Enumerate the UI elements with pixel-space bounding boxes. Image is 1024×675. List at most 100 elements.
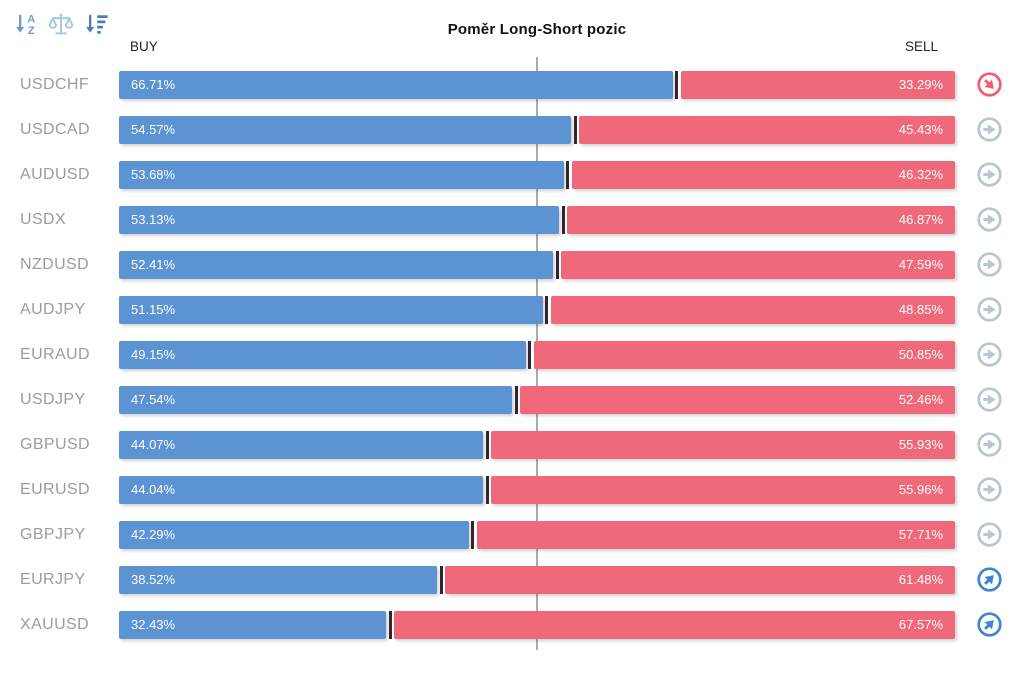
buy-percent-label: 42.29% <box>131 527 176 542</box>
buy-percent-label: 51.15% <box>131 302 176 317</box>
sort-amount-button[interactable] <box>82 10 110 38</box>
long-short-bar: 32.43% 67.57% <box>119 610 955 639</box>
buy-percent-label: 53.68% <box>131 167 176 182</box>
pair-row: USDJPY 47.54% 52.46% <box>0 377 1024 422</box>
bar-divider <box>514 385 518 414</box>
long-short-bar: 54.57% 45.43% <box>119 115 955 144</box>
sell-percent-label: 67.57% <box>898 617 943 632</box>
sell-percent-label: 57.71% <box>898 527 943 542</box>
pair-name: GBPUSD <box>20 435 90 453</box>
bar-divider <box>675 70 679 99</box>
sort-alphabetical-button[interactable]: A Z <box>12 10 40 38</box>
pair-row: GBPUSD 44.07% 55.93% <box>0 422 1024 467</box>
buy-bar-segment: 47.54% <box>119 385 513 414</box>
sell-bar-segment: 52.46% <box>520 385 955 414</box>
trend-flat-icon[interactable] <box>955 107 1024 152</box>
long-short-bar: 47.54% 52.46% <box>119 385 955 414</box>
sell-percent-label: 46.32% <box>898 167 943 182</box>
pair-name: USDCAD <box>20 120 90 138</box>
trend-up-icon[interactable] <box>955 557 1024 602</box>
sort-toolbar: A Z <box>12 10 110 38</box>
sell-bar-segment: 46.87% <box>567 205 955 234</box>
sell-bar-segment: 55.93% <box>491 430 955 459</box>
pair-row: USDCHF 66.71% 33.29% <box>0 62 1024 107</box>
long-short-bar: 51.15% 48.85% <box>119 295 955 324</box>
bar-divider <box>485 430 489 459</box>
trend-down-icon[interactable] <box>955 62 1024 107</box>
buy-percent-label: 47.54% <box>131 392 176 407</box>
trend-flat-icon[interactable] <box>955 287 1024 332</box>
buy-bar-segment: 54.57% <box>119 115 572 144</box>
bar-divider <box>561 205 565 234</box>
sell-percent-label: 45.43% <box>898 122 943 137</box>
buy-column-header: BUY <box>130 39 158 54</box>
sell-bar-segment: 61.48% <box>445 565 955 594</box>
trend-flat-icon[interactable] <box>955 242 1024 287</box>
sell-percent-label: 46.87% <box>898 212 943 227</box>
trend-flat-icon[interactable] <box>955 152 1024 197</box>
svg-text:Z: Z <box>28 25 35 37</box>
long-short-bar: 66.71% 33.29% <box>119 70 955 99</box>
bar-divider <box>388 610 392 639</box>
sell-percent-label: 50.85% <box>898 347 943 362</box>
pair-name: EURAUD <box>20 345 90 363</box>
balance-scale-icon <box>47 10 75 38</box>
pair-name: GBPJPY <box>20 525 86 543</box>
bar-divider <box>545 295 549 324</box>
buy-percent-label: 54.57% <box>131 122 176 137</box>
trend-flat-icon[interactable] <box>955 377 1024 422</box>
buy-percent-label: 44.04% <box>131 482 176 497</box>
sell-bar-segment: 48.85% <box>550 295 955 324</box>
sell-bar-segment: 33.29% <box>680 70 955 99</box>
long-short-bar: 53.68% 46.32% <box>119 160 955 189</box>
pair-name: AUDJPY <box>20 300 86 318</box>
sort-alphabetical-icon: A Z <box>12 10 40 38</box>
pair-name: XAUUSD <box>20 615 90 633</box>
buy-bar-segment: 53.13% <box>119 205 560 234</box>
pair-row: GBPJPY 42.29% 57.71% <box>0 512 1024 557</box>
buy-percent-label: 52.41% <box>131 257 176 272</box>
page-title: Poměr Long-Short pozic <box>447 21 627 38</box>
sell-bar-segment: 57.71% <box>476 520 955 549</box>
trend-flat-icon[interactable] <box>955 422 1024 467</box>
bar-divider <box>566 160 570 189</box>
sell-percent-label: 61.48% <box>898 572 943 587</box>
sell-column-header: SELL <box>904 39 938 54</box>
sell-percent-label: 47.59% <box>898 257 943 272</box>
bar-divider <box>573 115 577 144</box>
balance-scale-button[interactable] <box>47 10 75 38</box>
pair-row: AUDJPY 51.15% 48.85% <box>0 287 1024 332</box>
long-short-bar: 49.15% 50.85% <box>119 340 955 369</box>
trend-up-icon[interactable] <box>955 602 1024 647</box>
buy-bar-segment: 53.68% <box>119 160 564 189</box>
sell-bar-segment: 47.59% <box>561 250 955 279</box>
sell-bar-segment: 46.32% <box>571 160 955 189</box>
trend-flat-icon[interactable] <box>955 512 1024 557</box>
buy-bar-segment: 32.43% <box>119 610 387 639</box>
buy-bar-segment: 38.52% <box>119 565 438 594</box>
sell-bar-segment: 45.43% <box>579 115 955 144</box>
sell-percent-label: 33.29% <box>898 77 943 92</box>
pair-row: XAUUSD 32.43% 67.57% <box>0 602 1024 647</box>
sell-percent-label: 55.96% <box>898 482 943 497</box>
long-short-bar: 38.52% 61.48% <box>119 565 955 594</box>
sell-bar-segment: 67.57% <box>394 610 955 639</box>
long-short-bar: 44.07% 55.93% <box>119 430 955 459</box>
pair-name: AUDUSD <box>20 165 90 183</box>
trend-flat-icon[interactable] <box>955 197 1024 242</box>
buy-bar-segment: 44.07% <box>119 430 484 459</box>
pair-name: USDJPY <box>20 390 86 408</box>
buy-percent-label: 66.71% <box>131 77 176 92</box>
buy-percent-label: 38.52% <box>131 572 176 587</box>
pair-row: EURAUD 49.15% 50.85% <box>0 332 1024 377</box>
buy-bar-segment: 42.29% <box>119 520 469 549</box>
buy-percent-label: 32.43% <box>131 617 176 632</box>
buy-percent-label: 44.07% <box>131 437 176 452</box>
trend-flat-icon[interactable] <box>955 467 1024 512</box>
trend-flat-icon[interactable] <box>955 332 1024 377</box>
pair-row: EURJPY 38.52% 61.48% <box>0 557 1024 602</box>
long-short-bar: 52.41% 47.59% <box>119 250 955 279</box>
buy-bar-segment: 49.15% <box>119 340 526 369</box>
long-short-bar: 44.04% 55.96% <box>119 475 955 504</box>
pair-name: USDX <box>20 210 67 228</box>
